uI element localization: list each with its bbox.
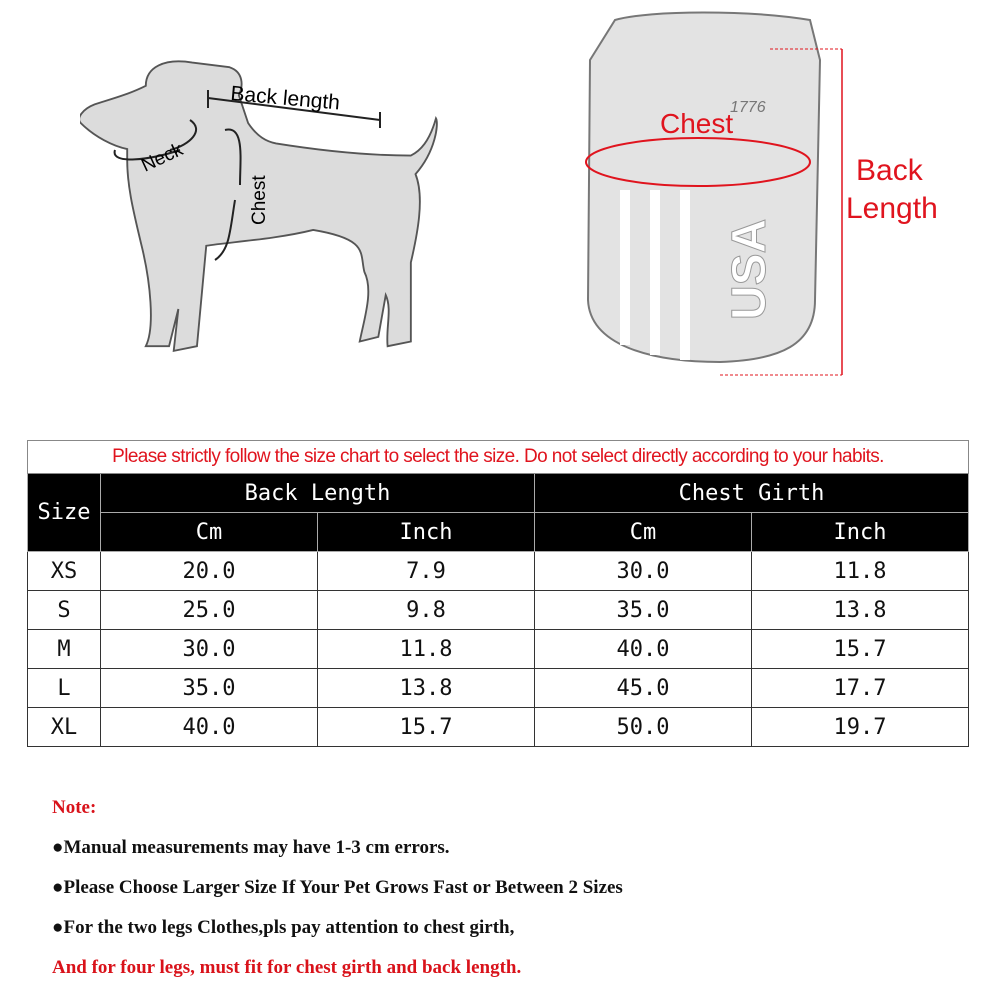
table-row: M 30.0 11.8 40.0 15.7 [27, 629, 969, 669]
back-length-label-line2: Length [846, 192, 938, 225]
header-size: Size [27, 473, 101, 552]
cell-chest-inch: 17.7 [751, 668, 969, 708]
cell-back-cm: 35.0 [100, 668, 318, 708]
chest-arrow-icon [214, 128, 242, 261]
cell-chest-cm: 40.0 [534, 629, 752, 669]
cell-chest-cm: 50.0 [534, 707, 752, 747]
usa-print: USA [723, 219, 776, 320]
table-row: L 35.0 13.8 45.0 17.7 [27, 668, 969, 708]
dog-measurement-diagram: Back length Neck Chest [80, 60, 438, 353]
notes-title: Note: [52, 797, 97, 818]
note-line: ●Please Choose Larger Size If Your Pet G… [52, 877, 623, 898]
header-back-cm: Cm [100, 512, 318, 552]
note-line: ●Manual measurements may have 1-3 cm err… [52, 837, 450, 858]
shirt-measurement-diagram: USA 1776 Chest Back Length [585, 11, 938, 376]
cell-back-inch: 15.7 [317, 707, 535, 747]
cell-size: XL [27, 707, 101, 747]
cell-back-inch: 7.9 [317, 551, 535, 591]
size-notice: Please strictly follow the size chart to… [27, 440, 969, 474]
table-row: XS 20.0 7.9 30.0 11.8 [27, 551, 969, 591]
notes-section: Note: ●Manual measurements may have 1-3 … [52, 788, 623, 988]
chest-label: Chest [249, 175, 270, 225]
chest-label: Chest [660, 108, 733, 139]
table-row: S 25.0 9.8 35.0 13.8 [27, 590, 969, 630]
shirt-illustration [586, 11, 822, 364]
cell-chest-cm: 30.0 [534, 551, 752, 591]
cell-chest-inch: 15.7 [751, 629, 969, 669]
cell-back-cm: 40.0 [100, 707, 318, 747]
cell-back-cm: 25.0 [100, 590, 318, 630]
cell-chest-inch: 19.7 [751, 707, 969, 747]
header-chest-cm: Cm [534, 512, 752, 552]
cell-back-inch: 9.8 [317, 590, 535, 630]
back-length-label: Back length [230, 82, 341, 114]
header-back-length: Back Length [100, 473, 535, 513]
cell-back-inch: 11.8 [317, 629, 535, 669]
back-length-label-line1: Back [856, 154, 924, 187]
cell-chest-inch: 13.8 [751, 590, 969, 630]
cell-back-inch: 13.8 [317, 668, 535, 708]
cell-chest-inch: 11.8 [751, 551, 969, 591]
cell-chest-cm: 45.0 [534, 668, 752, 708]
header-chest-girth: Chest Girth [534, 473, 969, 513]
neck-arrow-icon [113, 119, 198, 161]
cell-size: XS [27, 551, 101, 591]
header-back-inch: Inch [317, 512, 535, 552]
cell-size: M [27, 629, 101, 669]
cell-size: S [27, 590, 101, 630]
cell-back-cm: 20.0 [100, 551, 318, 591]
note-line: And for four legs, must fit for chest gi… [52, 957, 522, 978]
cell-back-cm: 30.0 [100, 629, 318, 669]
note-line: ●For the two legs Clothes,pls pay attent… [52, 917, 515, 938]
cell-size: L [27, 668, 101, 708]
cell-chest-cm: 35.0 [534, 590, 752, 630]
table-row: XL 40.0 15.7 50.0 19.7 [27, 707, 969, 747]
year-print: 1776 [730, 99, 766, 116]
size-chart-table: Please strictly follow the size chart to… [27, 440, 969, 747]
header-chest-inch: Inch [751, 512, 969, 552]
